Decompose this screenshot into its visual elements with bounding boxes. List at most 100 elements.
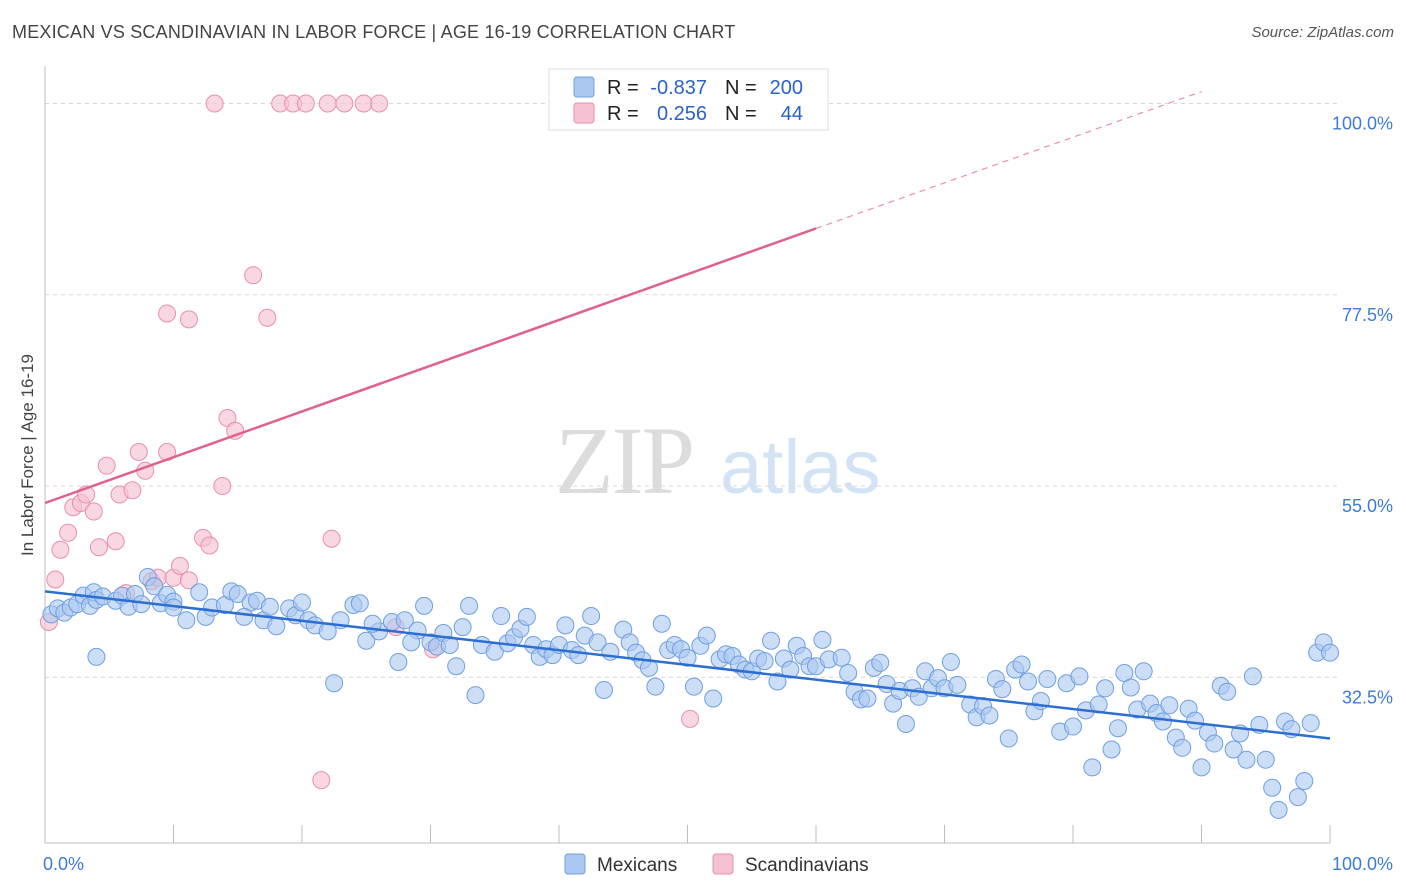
mexicans-point-26 — [228, 584, 247, 603]
scandinavians-point-1 — [46, 570, 65, 589]
mexicans-points — [42, 567, 1339, 819]
scandinavians-trend-line — [44, 227, 817, 505]
chart-title: MEXICAN VS SCANDINAVIAN IN LABOR FORCE |… — [12, 22, 736, 42]
mexicans-point-111 — [839, 664, 858, 682]
mexicans-trend-line — [44, 590, 1331, 740]
legend-n-label-mexicans: N = — [725, 77, 757, 99]
bottom-legend-swatch-scandinavians — [712, 853, 734, 875]
mexicans-point-30 — [260, 597, 279, 616]
watermark-zip: ZIP — [555, 407, 693, 514]
scandinavians-point-28 — [258, 308, 277, 327]
mexicans-point-74 — [588, 633, 607, 652]
x-tick-label-1: 100.0% — [1332, 854, 1393, 874]
mexicans-point-175 — [1263, 778, 1282, 797]
y-tick-label-1: 55.0% — [1342, 496, 1393, 516]
mexicans-point-135 — [999, 729, 1018, 748]
mexicans-point-114 — [858, 689, 877, 708]
scandinavians-point-35 — [370, 94, 389, 113]
mexicans-point-71 — [569, 646, 588, 665]
mexicans-point-75 — [594, 681, 613, 699]
mexicans-point-127 — [941, 652, 960, 671]
mexicans-point-41 — [350, 594, 369, 613]
mexicans-point-100 — [762, 631, 781, 650]
scandinavians-point-41 — [179, 310, 198, 329]
scandinavians-point-32 — [318, 94, 337, 113]
mexicans-point-53 — [447, 657, 466, 676]
legend: R = -0.837 N = 200 R = 0.256 N = 44 — [548, 68, 829, 131]
mexicans-point-73 — [582, 607, 601, 626]
scandinavians-point-2 — [51, 540, 70, 559]
mexicans-point-90 — [697, 626, 716, 645]
mexicans-point-147 — [1083, 758, 1102, 777]
mexicans-point-134 — [993, 680, 1012, 699]
mexicans-point-56 — [466, 686, 485, 705]
scandinavians-point-39 — [312, 771, 331, 790]
mexicans-point-63 — [517, 607, 536, 626]
scandinavians-point-7 — [84, 502, 103, 521]
scandinavians-point-13 — [123, 481, 142, 500]
mexicans-point-132 — [980, 706, 999, 725]
mexicans-point-69 — [556, 616, 575, 635]
mexicans-point-138 — [1019, 672, 1038, 691]
x-tick-label-0: 0.0% — [43, 854, 84, 874]
mexicans-point-101 — [768, 672, 787, 691]
scandinavians-point-40 — [158, 304, 177, 323]
mexicans-point-82 — [646, 677, 665, 696]
x-tick-labels: 0.0% 100.0% — [43, 854, 1393, 874]
scandinavians-point-24 — [213, 477, 232, 495]
scandinavians-trend-extension — [815, 91, 1202, 230]
bottom-legend-swatch-mexicans — [564, 853, 586, 875]
mexicans-point-150 — [1102, 740, 1121, 759]
mexicans-point-34 — [293, 593, 311, 612]
legend-n-label-scandinavians: N = — [725, 103, 757, 125]
legend-r-value-scandinavians: 0.256 — [657, 103, 707, 125]
mexicans-point-159 — [1160, 696, 1179, 715]
legend-r-label-scandinavians: R = — [607, 103, 639, 125]
bottom-legend-label-scandinavians: Scandinavians — [745, 855, 869, 876]
watermark-atlas: atlas — [720, 425, 881, 510]
scandinavians-point-31 — [296, 94, 315, 113]
mexicans-point-38 — [325, 674, 344, 693]
legend-n-value-mexicans: 200 — [770, 77, 803, 99]
mexicans-point-184 — [1321, 643, 1339, 662]
mexicans-point-83 — [652, 614, 671, 633]
mexicans-point-161 — [1173, 738, 1192, 757]
y-tick-label-0: 32.5% — [1342, 687, 1393, 707]
scandinavians-point-38 — [681, 709, 700, 728]
mexicans-point-55 — [460, 596, 479, 615]
mexicans-point-164 — [1192, 758, 1211, 777]
mexicans-point-108 — [813, 630, 832, 649]
legend-r-value-mexicans: -0.837 — [650, 77, 707, 99]
mexicans-point-120 — [896, 715, 915, 733]
scandinavians-point-34 — [354, 94, 373, 113]
mexicans-point-16 — [145, 577, 164, 596]
scandinavians-point-3 — [59, 523, 78, 542]
scandinavians-point-14 — [129, 443, 148, 461]
scandinavians-point-27 — [244, 266, 263, 285]
y-tick-label-3: 100.0% — [1332, 114, 1393, 134]
mexicans-point-48 — [415, 596, 434, 615]
mexicans-point-46 — [395, 611, 414, 630]
mexicans-point-31 — [267, 617, 286, 636]
legend-swatch-mexicans — [573, 76, 595, 98]
scandinavians-point-8 — [89, 538, 108, 557]
scandinavians-point-23 — [200, 536, 219, 555]
mexicans-point-42 — [357, 631, 376, 650]
mexicans-point-181 — [1301, 714, 1320, 733]
axes — [44, 66, 1331, 844]
watermark: ZIP atlas — [555, 407, 881, 514]
mexicans-point-103 — [781, 660, 800, 679]
mexicans-point-168 — [1218, 682, 1237, 701]
scandinavians-point-10 — [106, 532, 125, 551]
mexicans-point-88 — [684, 677, 703, 696]
mexicans-point-153 — [1121, 678, 1140, 697]
bottom-legend-label-mexicans: Mexicans — [597, 855, 677, 876]
mexicans-point-116 — [871, 653, 890, 672]
mexicans-point-187 — [235, 607, 254, 626]
y-tick-labels: 32.5% 55.0% 77.5% 100.0% — [1332, 114, 1393, 708]
trend-lines — [44, 91, 1331, 740]
mexicans-point-171 — [1237, 750, 1256, 769]
legend-n-value-scandinavians: 44 — [781, 103, 803, 125]
scandinavians-point-20 — [170, 556, 189, 575]
mexicans-point-20 — [177, 611, 196, 630]
